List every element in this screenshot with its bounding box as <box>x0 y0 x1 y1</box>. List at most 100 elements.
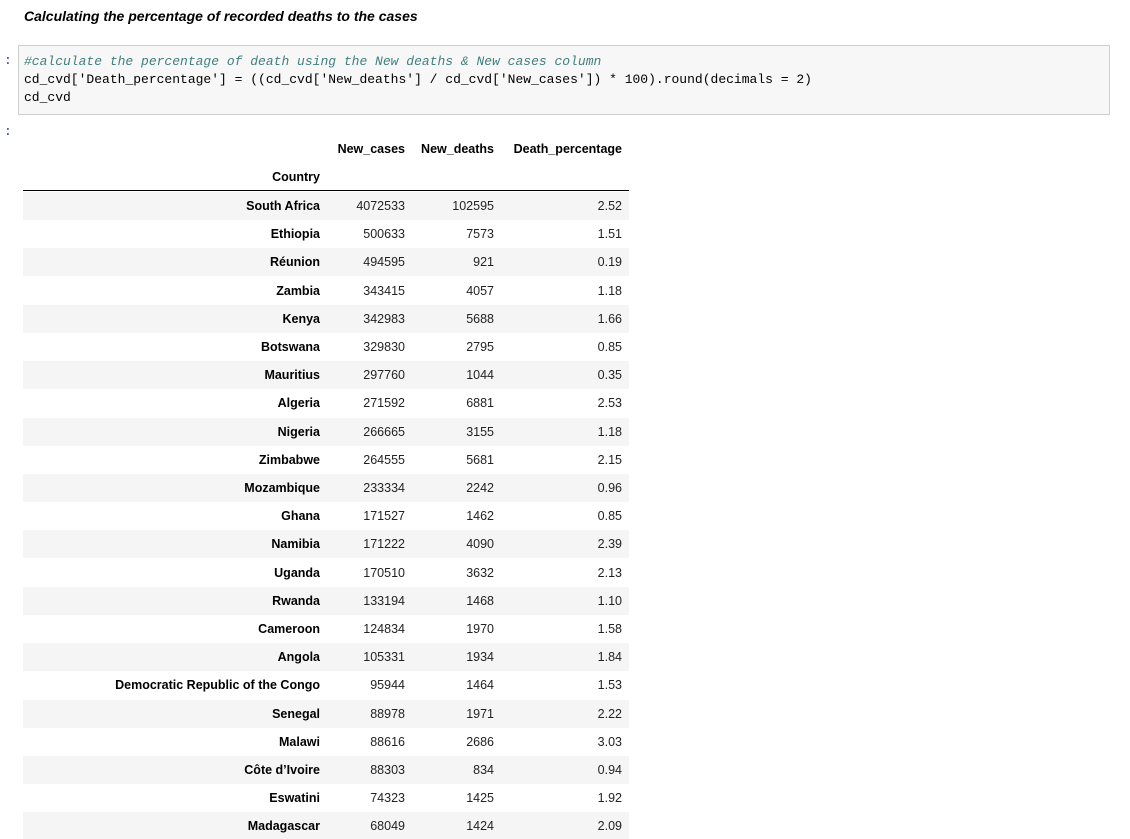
table-cell: 1970 <box>466 622 494 636</box>
code-line: cd_cvd <box>24 90 71 105</box>
row-label: Angola <box>277 650 320 665</box>
row-label: Réunion <box>270 255 320 270</box>
column-header: New_deaths <box>421 142 494 156</box>
table-cell: 329830 <box>363 340 405 354</box>
table-cell: 0.85 <box>597 340 622 354</box>
table-cell: 1464 <box>466 678 494 693</box>
table-cell: 2795 <box>466 340 494 354</box>
row-background <box>23 304 629 333</box>
row-label: Ghana <box>281 509 320 524</box>
header-rule <box>23 190 629 191</box>
table-cell: 68049 <box>370 819 405 834</box>
table-cell: 95944 <box>370 678 405 693</box>
row-background <box>23 248 629 277</box>
table-cell: 4057 <box>466 283 494 298</box>
row-label: Uganda <box>274 565 320 580</box>
table-cell: 1044 <box>466 368 494 383</box>
row-background <box>23 417 629 446</box>
row-background <box>23 586 629 615</box>
table-cell: 233334 <box>363 481 405 495</box>
row-background <box>23 756 629 784</box>
table-cell: 1.84 <box>597 650 622 665</box>
table-cell: 834 <box>473 763 494 777</box>
table-cell: 2.15 <box>597 452 622 467</box>
row-label: Rwanda <box>272 593 320 608</box>
row-label: Cameroon <box>258 622 320 636</box>
table-cell: 1.10 <box>597 593 622 608</box>
table-cell: 2.53 <box>597 396 622 411</box>
row-label: Zambia <box>276 283 320 298</box>
row-background <box>23 699 629 728</box>
row-label: Democratic Republic of the Congo <box>115 678 320 693</box>
table-cell: 1462 <box>466 509 494 524</box>
row-background <box>23 192 629 220</box>
table-cell: 124834 <box>363 622 405 636</box>
table-cell: 1.18 <box>597 283 622 298</box>
row-label: Madagascar <box>247 819 320 834</box>
section-title: Calculating the percentage of recorded d… <box>24 8 418 24</box>
row-label: Côte d’Ivoire <box>244 763 320 777</box>
table-cell: 170510 <box>363 565 405 580</box>
table-cell: 3.03 <box>597 734 622 749</box>
table-cell: 2.13 <box>597 565 622 580</box>
table-cell: 171527 <box>363 509 405 524</box>
table-cell: 1468 <box>466 593 494 608</box>
row-label: Nigeria <box>277 424 320 439</box>
table-cell: 297760 <box>363 368 405 383</box>
table-cell: 1.92 <box>597 791 622 806</box>
table-cell: 7573 <box>466 227 494 242</box>
row-background <box>23 361 629 390</box>
table-cell: 3632 <box>466 565 494 580</box>
table-cell: 0.85 <box>597 509 622 524</box>
table-cell: 1425 <box>466 791 494 806</box>
table-cell: 494595 <box>363 255 405 270</box>
code-line: cd_cvd['Death_percentage'] = ((cd_cvd['N… <box>24 72 812 87</box>
column-header: New_cases <box>337 142 405 156</box>
table-cell: 2.52 <box>597 199 622 213</box>
index-name: Country <box>272 170 320 184</box>
row-label: Kenya <box>282 311 320 326</box>
row-background <box>23 643 629 672</box>
row-label: Senegal <box>272 706 320 721</box>
table-cell: 342983 <box>363 311 405 326</box>
table-cell: 2242 <box>466 481 494 495</box>
table-cell: 2.39 <box>597 537 622 552</box>
row-label: Malawi <box>279 734 320 749</box>
table-cell: 1.66 <box>597 311 622 326</box>
row-label: Eswatini <box>269 791 320 806</box>
table-cell: 133194 <box>363 593 405 608</box>
row-background <box>23 812 629 839</box>
row-label: Namibia <box>271 537 320 552</box>
table-cell: 1.18 <box>597 424 622 439</box>
table-cell: 102595 <box>452 199 494 213</box>
table-cell: 88978 <box>370 706 405 721</box>
row-label: Mauritius <box>264 368 320 383</box>
row-background <box>23 474 629 502</box>
table-cell: 266665 <box>363 424 405 439</box>
table-cell: 5688 <box>466 311 494 326</box>
table-cell: 2686 <box>466 734 494 749</box>
table-cell: 2.22 <box>597 706 622 721</box>
output-prompt: : <box>4 124 12 139</box>
table-cell: 171222 <box>363 537 405 552</box>
table-cell: 105331 <box>363 650 405 665</box>
row-label: Botswana <box>260 340 320 354</box>
table-cell: 1.51 <box>597 227 622 242</box>
table-cell: 0.19 <box>597 255 622 270</box>
code-cell[interactable]: #calculate the percentage of death using… <box>18 45 1110 115</box>
table-cell: 4090 <box>466 537 494 552</box>
table-cell: 6881 <box>466 396 494 411</box>
code-line: #calculate the percentage of death using… <box>24 54 602 69</box>
input-prompt: : <box>4 53 12 68</box>
table-cell: 0.96 <box>597 481 622 495</box>
table-cell: 921 <box>473 255 494 270</box>
table-cell: 264555 <box>363 452 405 467</box>
column-header: Death_percentage <box>513 142 622 156</box>
table-cell: 1424 <box>466 819 494 834</box>
table-cell: 271592 <box>363 396 405 411</box>
row-label: Zimbabwe <box>258 452 320 467</box>
table-cell: 500633 <box>363 227 405 242</box>
table-cell: 1.58 <box>597 622 622 636</box>
row-label: Algeria <box>277 396 320 411</box>
